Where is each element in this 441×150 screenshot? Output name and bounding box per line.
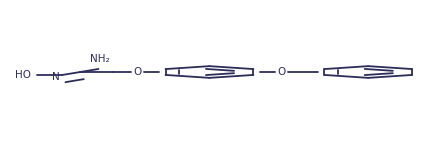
Text: O: O: [277, 67, 285, 77]
Text: HO: HO: [15, 70, 31, 80]
Text: NH₂: NH₂: [90, 54, 109, 64]
Text: O: O: [134, 67, 142, 77]
Text: N: N: [52, 72, 60, 81]
